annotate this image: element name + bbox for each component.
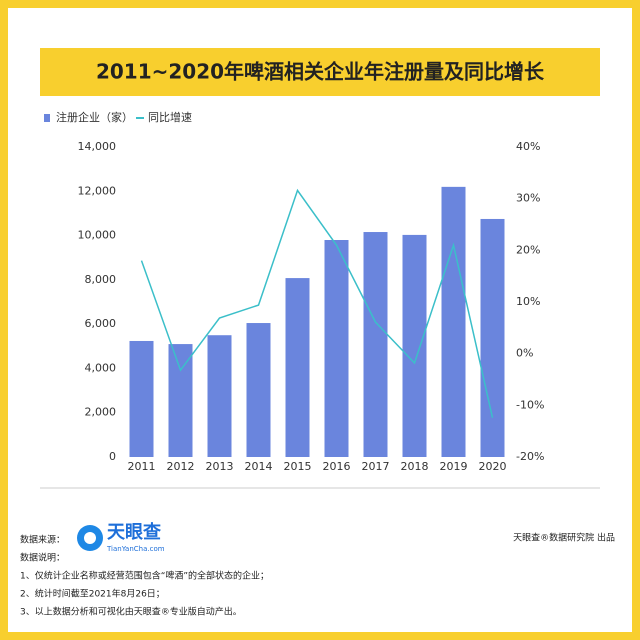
logo-icon-inner: [84, 532, 96, 544]
legend-label: 注册企业（家）: [56, 110, 133, 124]
bar: [207, 335, 232, 457]
bar: [285, 278, 310, 457]
x-tick-label: 2018: [401, 460, 429, 473]
x-tick-label: 2014: [245, 460, 273, 473]
y2-tick-label: 10%: [516, 295, 540, 308]
y-tick-label: 10,000: [78, 229, 117, 242]
y2-tick-label: -20%: [516, 450, 544, 463]
y-tick-label: 8,000: [85, 273, 117, 286]
bar: [480, 218, 505, 457]
x-tick-label: 2020: [479, 460, 507, 473]
note: 1、仅统计企业名称或经营范围包含“啤酒”的全部状态的企业；: [20, 570, 269, 582]
bar: [441, 186, 466, 457]
title-banner: [40, 48, 600, 96]
bar: [324, 240, 349, 457]
legend-label: 同比增速: [148, 110, 192, 124]
chart-title: 2011~2020年啤酒相关企业年注册量及同比增长: [96, 60, 545, 84]
x-tick-label: 2011: [128, 460, 156, 473]
bar: [363, 232, 388, 457]
legend-swatch: [44, 114, 50, 122]
bar: [168, 344, 193, 457]
y2-tick-label: 30%: [516, 192, 540, 205]
y2-tick-label: 40%: [516, 140, 540, 153]
x-tick-label: 2013: [206, 460, 234, 473]
y-tick-label: 12,000: [78, 184, 117, 197]
y-tick-label: 0: [109, 450, 116, 463]
source-label: 数据来源：: [20, 534, 65, 546]
notes-title: 数据说明：: [20, 552, 65, 564]
y2-tick-label: 20%: [516, 243, 540, 256]
y2-tick-label: -10%: [516, 398, 544, 411]
note: 3、以上数据分析和可视化由天眼查®专业版自动产出。: [20, 606, 242, 618]
x-tick-label: 2016: [323, 460, 351, 473]
y-tick-label: 6,000: [85, 317, 117, 330]
y-tick-label: 14,000: [78, 140, 117, 153]
x-tick-label: 2012: [167, 460, 195, 473]
y-tick-label: 2,000: [85, 406, 117, 419]
note: 2、统计时间截至2021年8月26日；: [20, 588, 165, 600]
x-tick-label: 2017: [362, 460, 390, 473]
credit: 天眼查®数据研究院 出品: [513, 532, 615, 544]
x-tick-label: 2015: [284, 460, 312, 473]
y-tick-label: 4,000: [85, 361, 117, 374]
x-tick-label: 2019: [440, 460, 468, 473]
bar: [129, 340, 154, 457]
logo-text: 天眼查: [107, 521, 161, 543]
line: [140, 188, 494, 418]
y2-tick-label: 0%: [516, 347, 533, 360]
bar: [402, 234, 427, 457]
bar: [246, 323, 271, 457]
logo-url: TianYanCha.com: [106, 545, 165, 553]
